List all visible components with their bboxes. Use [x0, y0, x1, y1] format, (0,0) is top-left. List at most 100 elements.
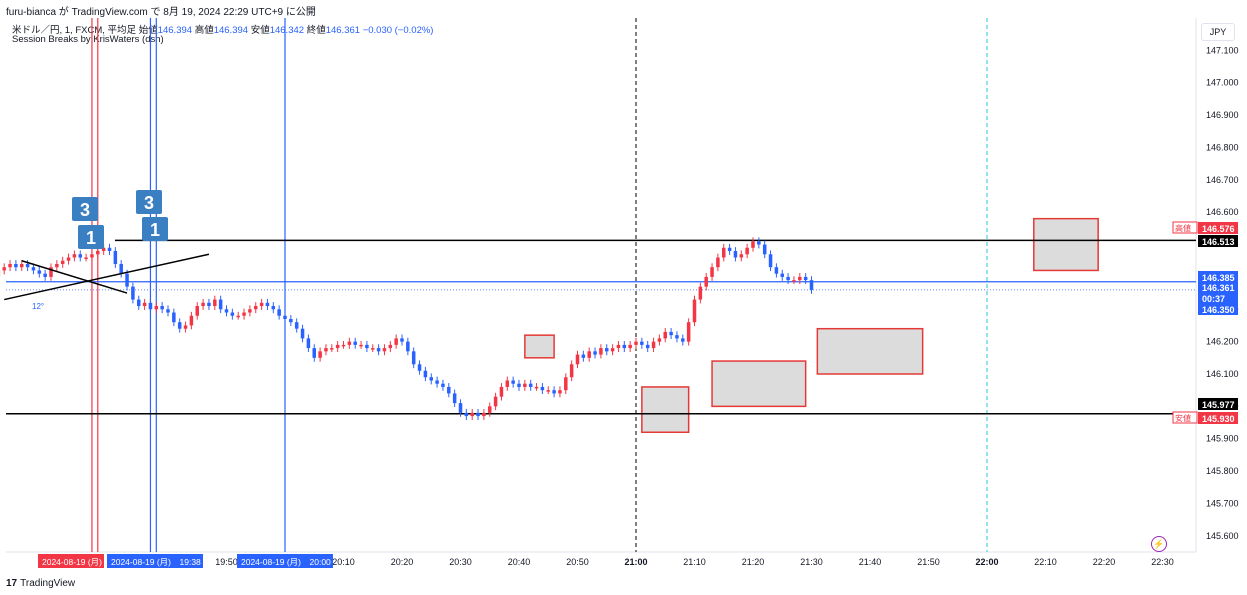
candle-body: [101, 247, 106, 252]
candle-body: [733, 251, 738, 258]
x-tick-label: 21:10: [683, 557, 706, 567]
indicator-legend[interactable]: Session Breaks by KrisWaters (dsh): [12, 34, 164, 45]
low-value: 146.342: [269, 25, 305, 36]
candle-body: [119, 263, 123, 274]
candle-body: [84, 257, 88, 259]
candle-body: [277, 309, 281, 316]
x-tick-label: 19:50: [215, 557, 238, 567]
candle-body: [400, 338, 404, 342]
candle-body: [55, 263, 59, 268]
candle-body: [201, 302, 205, 307]
candle-body: [493, 396, 498, 407]
candle-body: [189, 315, 194, 326]
candle-body: [739, 254, 744, 258]
y-tick-label: 147.100: [1206, 45, 1239, 55]
candle-body: [517, 383, 521, 387]
candle-body: [183, 325, 188, 329]
candle-body: [447, 386, 451, 394]
y-tick-label: 146.200: [1206, 337, 1239, 347]
candle-body: [224, 309, 229, 313]
candle-body: [19, 263, 24, 268]
price-label-value: 00:37: [1202, 294, 1225, 304]
y-tick-label: 146.800: [1206, 142, 1239, 152]
candle-body: [558, 390, 562, 394]
symbol-name[interactable]: 米ドル／円, 1, FXCM, 平均足: [12, 25, 137, 36]
price-label-value: 146.576: [1202, 224, 1235, 234]
trendline: [21, 260, 128, 294]
annotation-badge: [72, 197, 98, 221]
currency-button[interactable]: JPY: [1201, 23, 1235, 41]
candle-body: [312, 348, 317, 358]
candle-body: [499, 386, 504, 397]
candle-body: [599, 348, 603, 355]
candle-body: [113, 251, 118, 264]
candle-body: [681, 338, 685, 342]
candle-body: [645, 344, 650, 349]
footer-brand[interactable]: 17 TradingView: [6, 578, 75, 589]
price-label-box: [1198, 281, 1238, 293]
candle-body: [768, 254, 773, 268]
candle-body: [417, 364, 422, 371]
x-tick-label: 21:20: [742, 557, 765, 567]
symbol-legend: 米ドル／円, 1, FXCM, 平均足 始値146.394 高値146.394 …: [12, 22, 433, 36]
candle-body: [382, 348, 387, 352]
candle-body: [762, 244, 767, 255]
candle-body: [353, 341, 357, 345]
candle-body: [66, 257, 71, 261]
candle-body: [154, 306, 159, 310]
price-label-box: [1198, 271, 1238, 283]
candle-body: [248, 309, 252, 313]
candle-body: [72, 254, 77, 258]
candle-body: [213, 299, 217, 307]
range-box: [816, 327, 924, 375]
candle-body: [160, 306, 164, 310]
candle-body: [406, 341, 410, 352]
candle-body: [774, 267, 779, 274]
y-tick-label: 146.100: [1206, 369, 1239, 379]
candle-body: [441, 383, 445, 387]
candle-body: [218, 299, 223, 310]
candle-body: [131, 286, 135, 300]
price-label-value: 145.977: [1202, 400, 1235, 410]
time-badge: [237, 554, 333, 568]
x-tick-label: 21:40: [859, 557, 882, 567]
candle-body: [704, 276, 708, 287]
candle-body: [370, 348, 375, 350]
candle-body: [341, 344, 346, 347]
candle-body: [552, 390, 556, 394]
candle-body: [698, 286, 703, 300]
candle-body: [610, 348, 615, 352]
lightning-icon[interactable]: ⚡: [1151, 536, 1167, 552]
candle-body: [780, 273, 785, 277]
candle-body: [540, 386, 545, 391]
candle-body: [593, 351, 597, 355]
candle-body: [628, 344, 632, 349]
candle-body: [564, 377, 568, 391]
candle-body: [511, 380, 515, 384]
y-tick-label: 145.700: [1206, 498, 1239, 508]
candle-body: [177, 322, 182, 329]
candle-body: [663, 331, 668, 339]
y-tick-label: 146.700: [1206, 175, 1239, 185]
x-tick-label: 21:50: [917, 557, 940, 567]
time-badge: [38, 554, 104, 568]
candle-body: [546, 390, 551, 392]
candle-body: [283, 315, 287, 319]
low-label: 安値: [250, 25, 270, 36]
range-box: [524, 334, 555, 359]
candle-body: [207, 302, 211, 307]
price-label-box: [1198, 222, 1238, 234]
annotation-badge: [142, 217, 168, 241]
angle-label: 12°: [32, 302, 44, 311]
candle-body: [429, 377, 434, 381]
time-badge-label: 2024-08-19 (月): [42, 557, 102, 567]
candle-body: [14, 263, 18, 268]
candle-body: [394, 338, 398, 345]
candle-body: [622, 344, 627, 349]
candle-body: [230, 312, 235, 316]
x-tick-label: 20:10: [332, 557, 355, 567]
x-tick-label: 22:10: [1034, 557, 1057, 567]
x-tick-label: 21:30: [800, 557, 823, 567]
candle-body: [505, 380, 510, 387]
